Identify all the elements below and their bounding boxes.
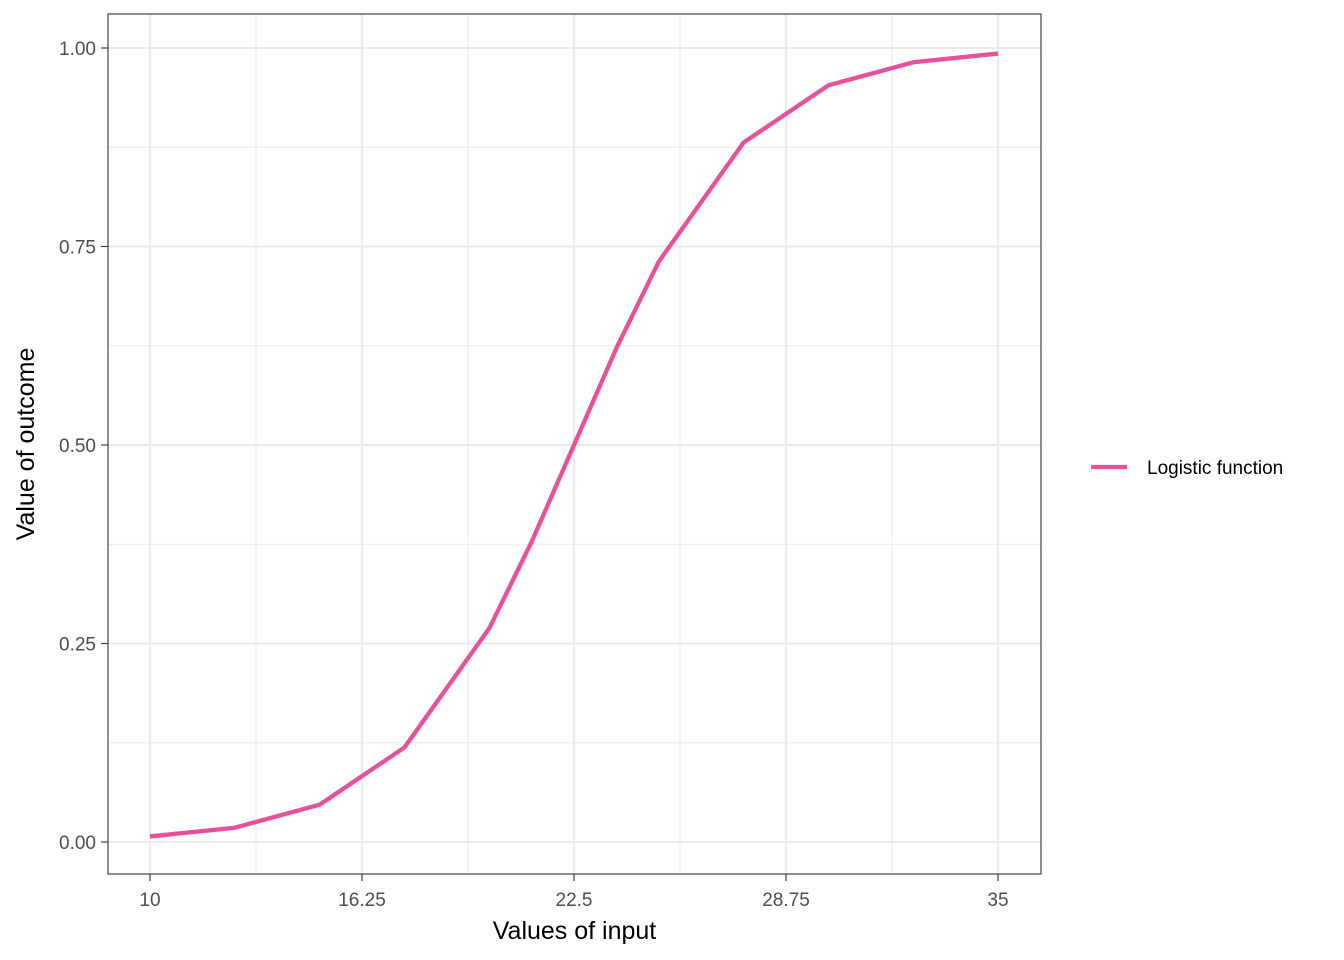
y-tick-label: 0.75 bbox=[59, 238, 96, 259]
y-tick-label: 0.00 bbox=[59, 833, 96, 854]
logistic-curve-line bbox=[149, 51, 999, 839]
legend-label: Logistic function bbox=[1147, 458, 1283, 479]
x-axis-ticks: 10 16.25 22.5 28.75 35 bbox=[139, 874, 1009, 911]
y-axis-ticks: 0.00 0.25 0.50 0.75 1.00 bbox=[59, 39, 108, 854]
x-tick-label: 22.5 bbox=[556, 890, 593, 911]
y-tick-label: 0.25 bbox=[59, 635, 96, 656]
x-tick-label: 10 bbox=[139, 890, 160, 911]
x-tick-label: 35 bbox=[987, 890, 1008, 911]
y-tick-label: 1.00 bbox=[59, 39, 96, 60]
legend: Logistic function bbox=[1091, 458, 1283, 479]
x-tick-label: 28.75 bbox=[762, 890, 810, 911]
y-tick-label: 0.50 bbox=[59, 436, 96, 457]
y-axis-title: Value of outcome bbox=[12, 348, 40, 541]
x-axis-title: Values of input bbox=[493, 917, 657, 945]
x-tick-label: 16.25 bbox=[338, 890, 386, 911]
